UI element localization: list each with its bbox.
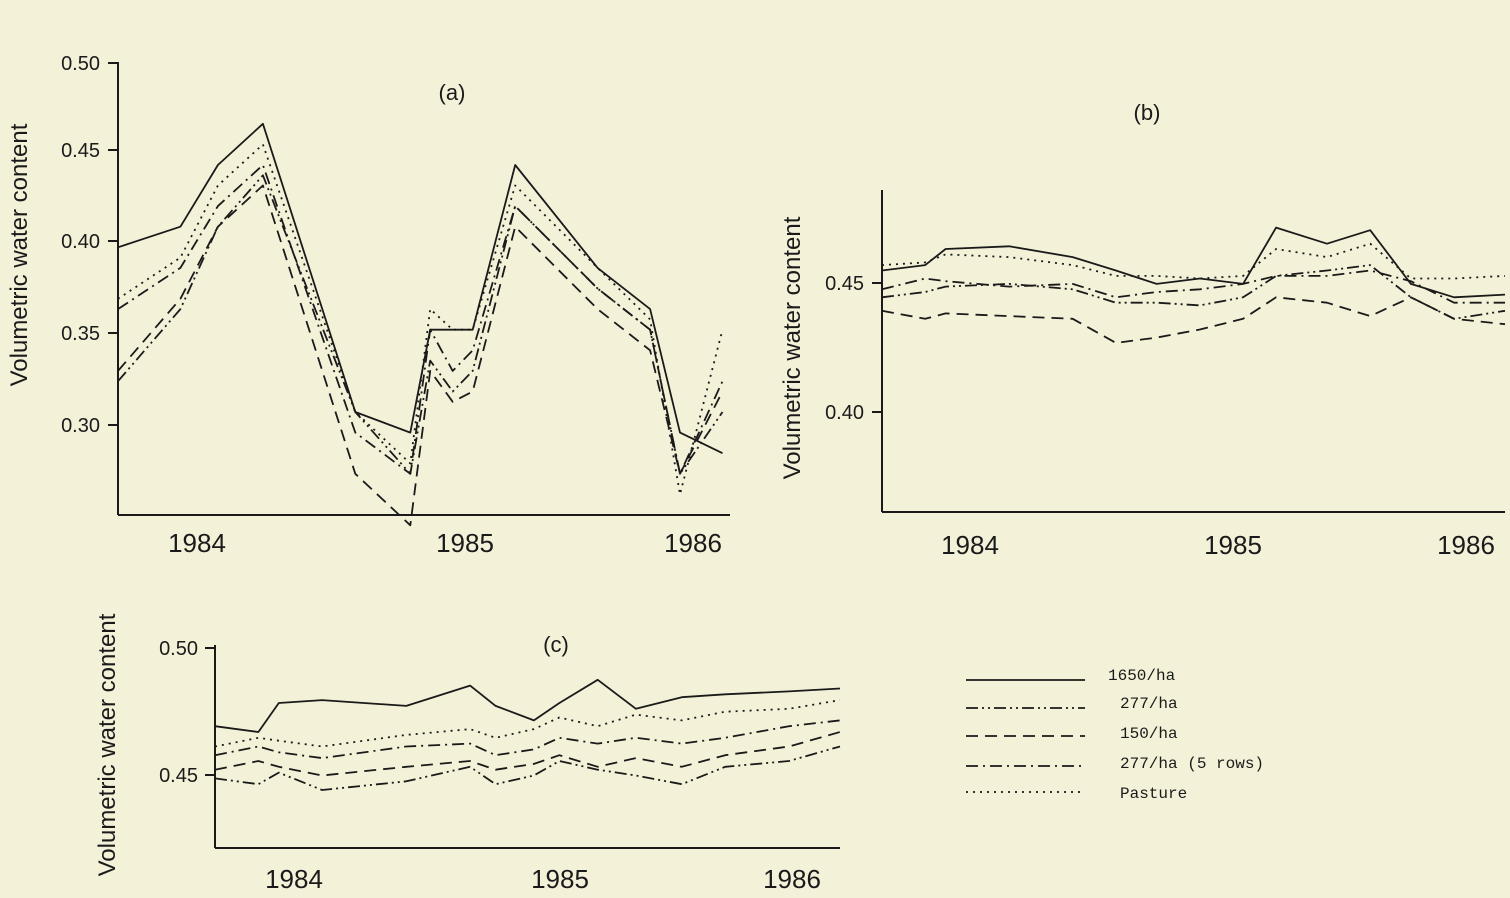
panel-c-series-line-4 <box>214 699 841 748</box>
panel-a-y-axis-title: Volumetric water content <box>6 123 33 386</box>
panel-c-xtick-label-1986: 1986 <box>763 864 821 894</box>
panel-a-xtick-label-1984: 1984 <box>168 528 226 558</box>
panel-a: Volumetric water content (a) 0.30 0.35 0… <box>6 53 730 558</box>
legend-entry-3: 277/ha (5 rows) <box>966 755 1264 773</box>
legend-label-2: 150/ha <box>1120 725 1178 743</box>
panel-b-ytick-label-0: 0.40 <box>825 402 864 424</box>
panel-c: Volumetric water content (c) 0.45 0.50 1… <box>94 613 841 894</box>
panel-c-xtick-label-1985: 1985 <box>531 864 589 894</box>
panel-b: Volumetric water content (b) 0.40 0.45 1… <box>779 100 1506 560</box>
panel-a-series-line-4 <box>117 143 724 496</box>
panel-b-y-ticks: 0.40 0.45 <box>825 273 882 424</box>
legend-entry-2: 150/ha <box>966 725 1178 743</box>
panel-b-xtick-label-1985: 1985 <box>1204 530 1262 560</box>
panel-a-ytick-label-3: 0.45 <box>61 140 100 162</box>
panel-b-series-line-1 <box>881 264 1506 320</box>
panel-b-ytick-label-1: 0.45 <box>825 273 864 295</box>
panel-b-xtick-label-1984: 1984 <box>941 530 999 560</box>
panel-a-series-line-2 <box>117 184 724 527</box>
legend-entry-1: 277/ha <box>966 695 1178 713</box>
panel-a-series-line-3 <box>117 164 724 475</box>
panel-a-series-line-0 <box>117 122 723 455</box>
panel-c-y-axis-title: Volumetric water content <box>94 613 121 876</box>
panel-a-label: (a) <box>439 80 466 105</box>
legend-label-1: 277/ha <box>1120 695 1178 713</box>
panel-b-series-line-2 <box>881 296 1506 344</box>
legend-entry-4: Pasture <box>966 785 1187 803</box>
legend-entry-0: 1650/ha <box>966 667 1176 685</box>
panel-a-ytick-label-2: 0.40 <box>61 231 100 253</box>
panel-c-series-line-3 <box>214 719 841 759</box>
panel-c-label: (c) <box>543 632 569 657</box>
panel-c-series-line-2 <box>214 731 841 777</box>
panel-b-series <box>881 226 1506 344</box>
panel-a-ytick-label-0: 0.30 <box>61 415 100 437</box>
panel-c-ytick-label-0: 0.45 <box>159 765 198 787</box>
panel-b-series-line-3 <box>881 269 1505 304</box>
panel-a-xtick-label-1985: 1985 <box>436 528 494 558</box>
legend-label-4: Pasture <box>1120 785 1187 803</box>
panel-b-series-line-0 <box>881 226 1506 299</box>
panel-a-ytick-label-1: 0.35 <box>61 323 100 345</box>
panel-b-label: (b) <box>1134 100 1161 125</box>
panel-b-series-line-4 <box>881 242 1506 280</box>
legend: 1650/ha 277/ha 150/ha 277/ha (5 rows) Pa… <box>966 667 1264 803</box>
panel-c-ytick-label-1: 0.50 <box>159 638 198 660</box>
legend-label-3: 277/ha (5 rows) <box>1120 755 1264 773</box>
panel-a-ytick-label-4: 0.50 <box>61 53 100 75</box>
panel-c-y-ticks: 0.45 0.50 <box>159 638 215 787</box>
panel-a-y-ticks: 0.30 0.35 0.40 0.45 0.50 <box>61 53 118 437</box>
panel-c-series <box>214 678 841 791</box>
panel-a-series-line-1 <box>117 174 724 475</box>
panel-b-xtick-label-1986: 1986 <box>1437 530 1495 560</box>
panel-a-series <box>117 122 724 527</box>
legend-label-0: 1650/ha <box>1108 667 1176 685</box>
panel-c-series-line-0 <box>214 678 841 733</box>
panel-c-xtick-label-1984: 1984 <box>265 864 323 894</box>
panel-a-xtick-label-1986: 1986 <box>664 528 722 558</box>
panel-b-y-axis-title: Volumetric water content <box>779 216 806 479</box>
